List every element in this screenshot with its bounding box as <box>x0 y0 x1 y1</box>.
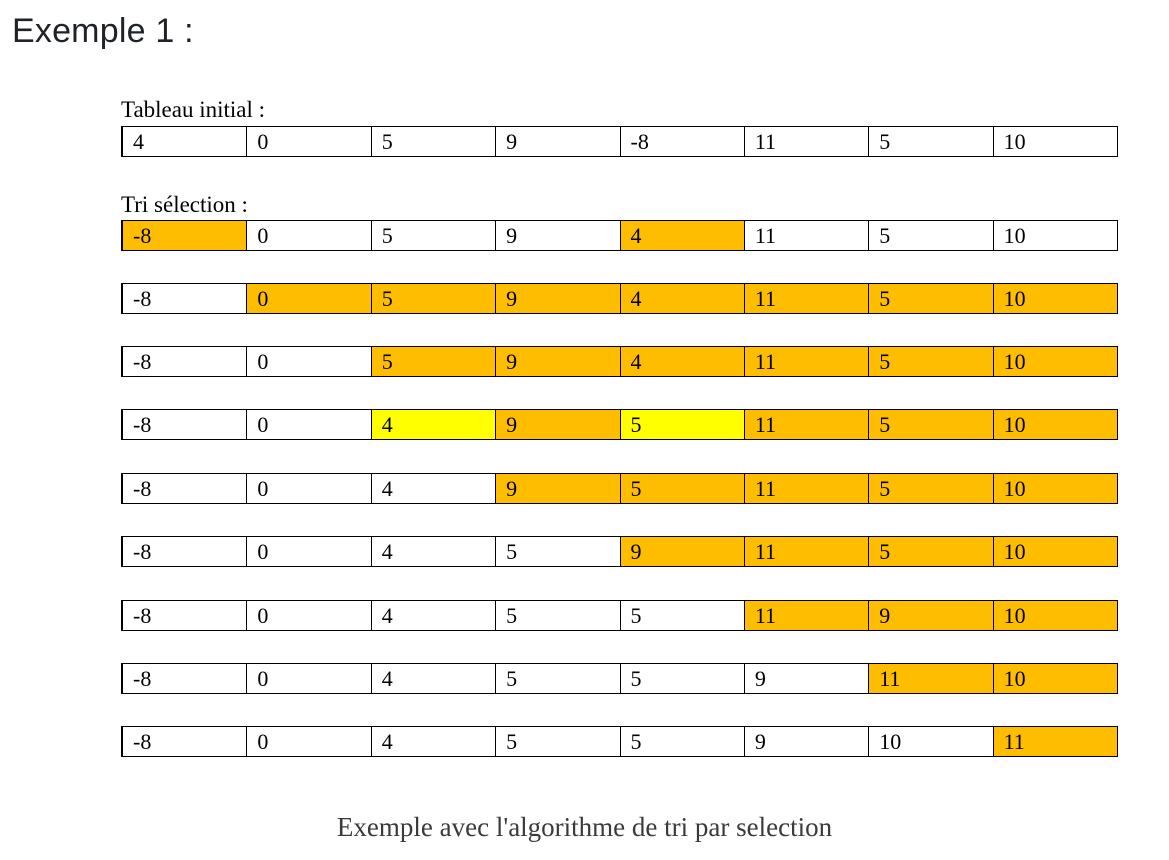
array-cell: 10 <box>992 284 1117 313</box>
sort-step-row: -8 0 4 9 5 11 5 10 <box>121 473 1118 504</box>
array-cell: -8 <box>133 729 152 754</box>
figure-caption: Exemple avec l'algorithme de tri par sel… <box>336 812 833 842</box>
initial-array-row: 4 0 5 9 -8 11 5 10 <box>121 126 1118 157</box>
sort-step-row: -8 0 5 9 4 11 5 10 <box>121 346 1118 377</box>
sort-step-row: -8 0 4 5 5 9 10 11 <box>121 726 1118 757</box>
array-cell: 0 <box>246 537 370 566</box>
array-cell: 4 <box>619 347 744 376</box>
array-cell: -8 <box>133 286 152 311</box>
sort-step-row: -8 0 4 5 5 9 11 10 <box>121 663 1118 694</box>
array-cell: 11 <box>743 284 869 313</box>
initial-array-label: Tableau initial : <box>121 97 266 122</box>
array-cell: 9 <box>495 474 620 503</box>
array-cell: 0 <box>246 347 370 376</box>
array-cell: 0 <box>246 410 370 439</box>
array-cell: 5 <box>370 347 496 376</box>
array-cell: 5 <box>868 537 993 566</box>
selection-sort-label: Tri sélection : <box>121 192 248 217</box>
array-cell: 9 <box>495 410 620 439</box>
array-cell: 5 <box>619 727 744 756</box>
array-cell: -8 <box>133 412 152 437</box>
array-cell: 0 <box>246 474 370 503</box>
array-cell: 4 <box>370 410 496 439</box>
array-cell: 9 <box>868 601 993 630</box>
sort-step-row: -8 0 4 5 9 11 5 10 <box>121 536 1118 567</box>
array-cell: 10 <box>868 727 992 756</box>
array-cell: 9 <box>619 537 744 566</box>
array-cell: 5 <box>370 127 495 156</box>
array-cell: 9 <box>495 284 620 313</box>
array-cell: 5 <box>868 127 992 156</box>
array-cell: 0 <box>246 284 371 313</box>
array-cell: 5 <box>619 410 744 439</box>
array-cell: 4 <box>133 129 144 154</box>
array-cell: 11 <box>743 474 869 503</box>
array-cell: 9 <box>743 664 868 693</box>
array-cell: 4 <box>619 221 744 250</box>
array-cell: 4 <box>370 537 495 566</box>
array-cell: 4 <box>370 601 495 630</box>
array-cell: 4 <box>370 664 495 693</box>
sort-step-row: -8 0 5 9 4 11 5 10 <box>121 283 1118 314</box>
array-cell: 9 <box>495 127 619 156</box>
array-cell: 9 <box>495 347 620 376</box>
array-cell: 10 <box>992 537 1117 566</box>
array-cell: 11 <box>743 537 869 566</box>
array-cell: 4 <box>619 284 744 313</box>
array-cell: 0 <box>246 127 370 156</box>
array-cell: -8 <box>123 221 247 250</box>
array-cell: 5 <box>868 221 992 250</box>
array-cell: 5 <box>868 284 993 313</box>
array-cell: 5 <box>868 347 993 376</box>
array-cell: 5 <box>619 474 744 503</box>
array-cell: 5 <box>619 601 744 630</box>
array-cell: 9 <box>495 221 619 250</box>
array-cell: 10 <box>992 127 1117 156</box>
array-cell: 10 <box>992 474 1117 503</box>
array-cell: 11 <box>868 664 993 693</box>
array-cell: 5 <box>495 664 619 693</box>
array-cell: 0 <box>246 601 370 630</box>
array-cell: 4 <box>370 474 495 503</box>
array-cell: 10 <box>992 221 1117 250</box>
array-cell: 9 <box>743 727 868 756</box>
array-cell: 10 <box>992 664 1117 693</box>
array-cell: -8 <box>133 539 152 564</box>
sort-step-row: -8 0 4 5 5 11 9 10 <box>121 600 1118 631</box>
array-cell: 5 <box>370 221 495 250</box>
array-cell: -8 <box>133 666 152 691</box>
array-cell: 11 <box>743 601 869 630</box>
array-cell: 5 <box>619 664 744 693</box>
array-cell: 5 <box>495 727 619 756</box>
array-cell: -8 <box>133 476 152 501</box>
array-cell: -8 <box>133 349 152 374</box>
array-cell: 11 <box>743 221 868 250</box>
array-cell: 0 <box>246 664 370 693</box>
array-cell: 4 <box>370 727 495 756</box>
sort-step-row: -8 0 5 9 4 11 5 10 <box>121 220 1118 251</box>
page-heading: Exemple 1 : <box>12 12 194 50</box>
array-cell: 0 <box>246 727 370 756</box>
array-cell: 10 <box>992 410 1117 439</box>
array-cell: -8 <box>133 603 152 628</box>
array-cell: 11 <box>743 127 868 156</box>
array-cell: 11 <box>743 410 869 439</box>
array-cell: 11 <box>992 727 1117 756</box>
array-cell: 5 <box>868 474 993 503</box>
array-cell: -8 <box>619 127 744 156</box>
array-cell: 5 <box>868 410 993 439</box>
array-cell: 5 <box>495 537 619 566</box>
array-cell: 10 <box>992 347 1117 376</box>
sort-step-row: -8 0 4 9 5 11 5 10 <box>121 409 1118 440</box>
array-cell: 11 <box>743 347 869 376</box>
array-cell: 0 <box>246 221 370 250</box>
array-cell: 5 <box>495 601 619 630</box>
array-cell: 5 <box>370 284 496 313</box>
array-cell: 10 <box>992 601 1117 630</box>
